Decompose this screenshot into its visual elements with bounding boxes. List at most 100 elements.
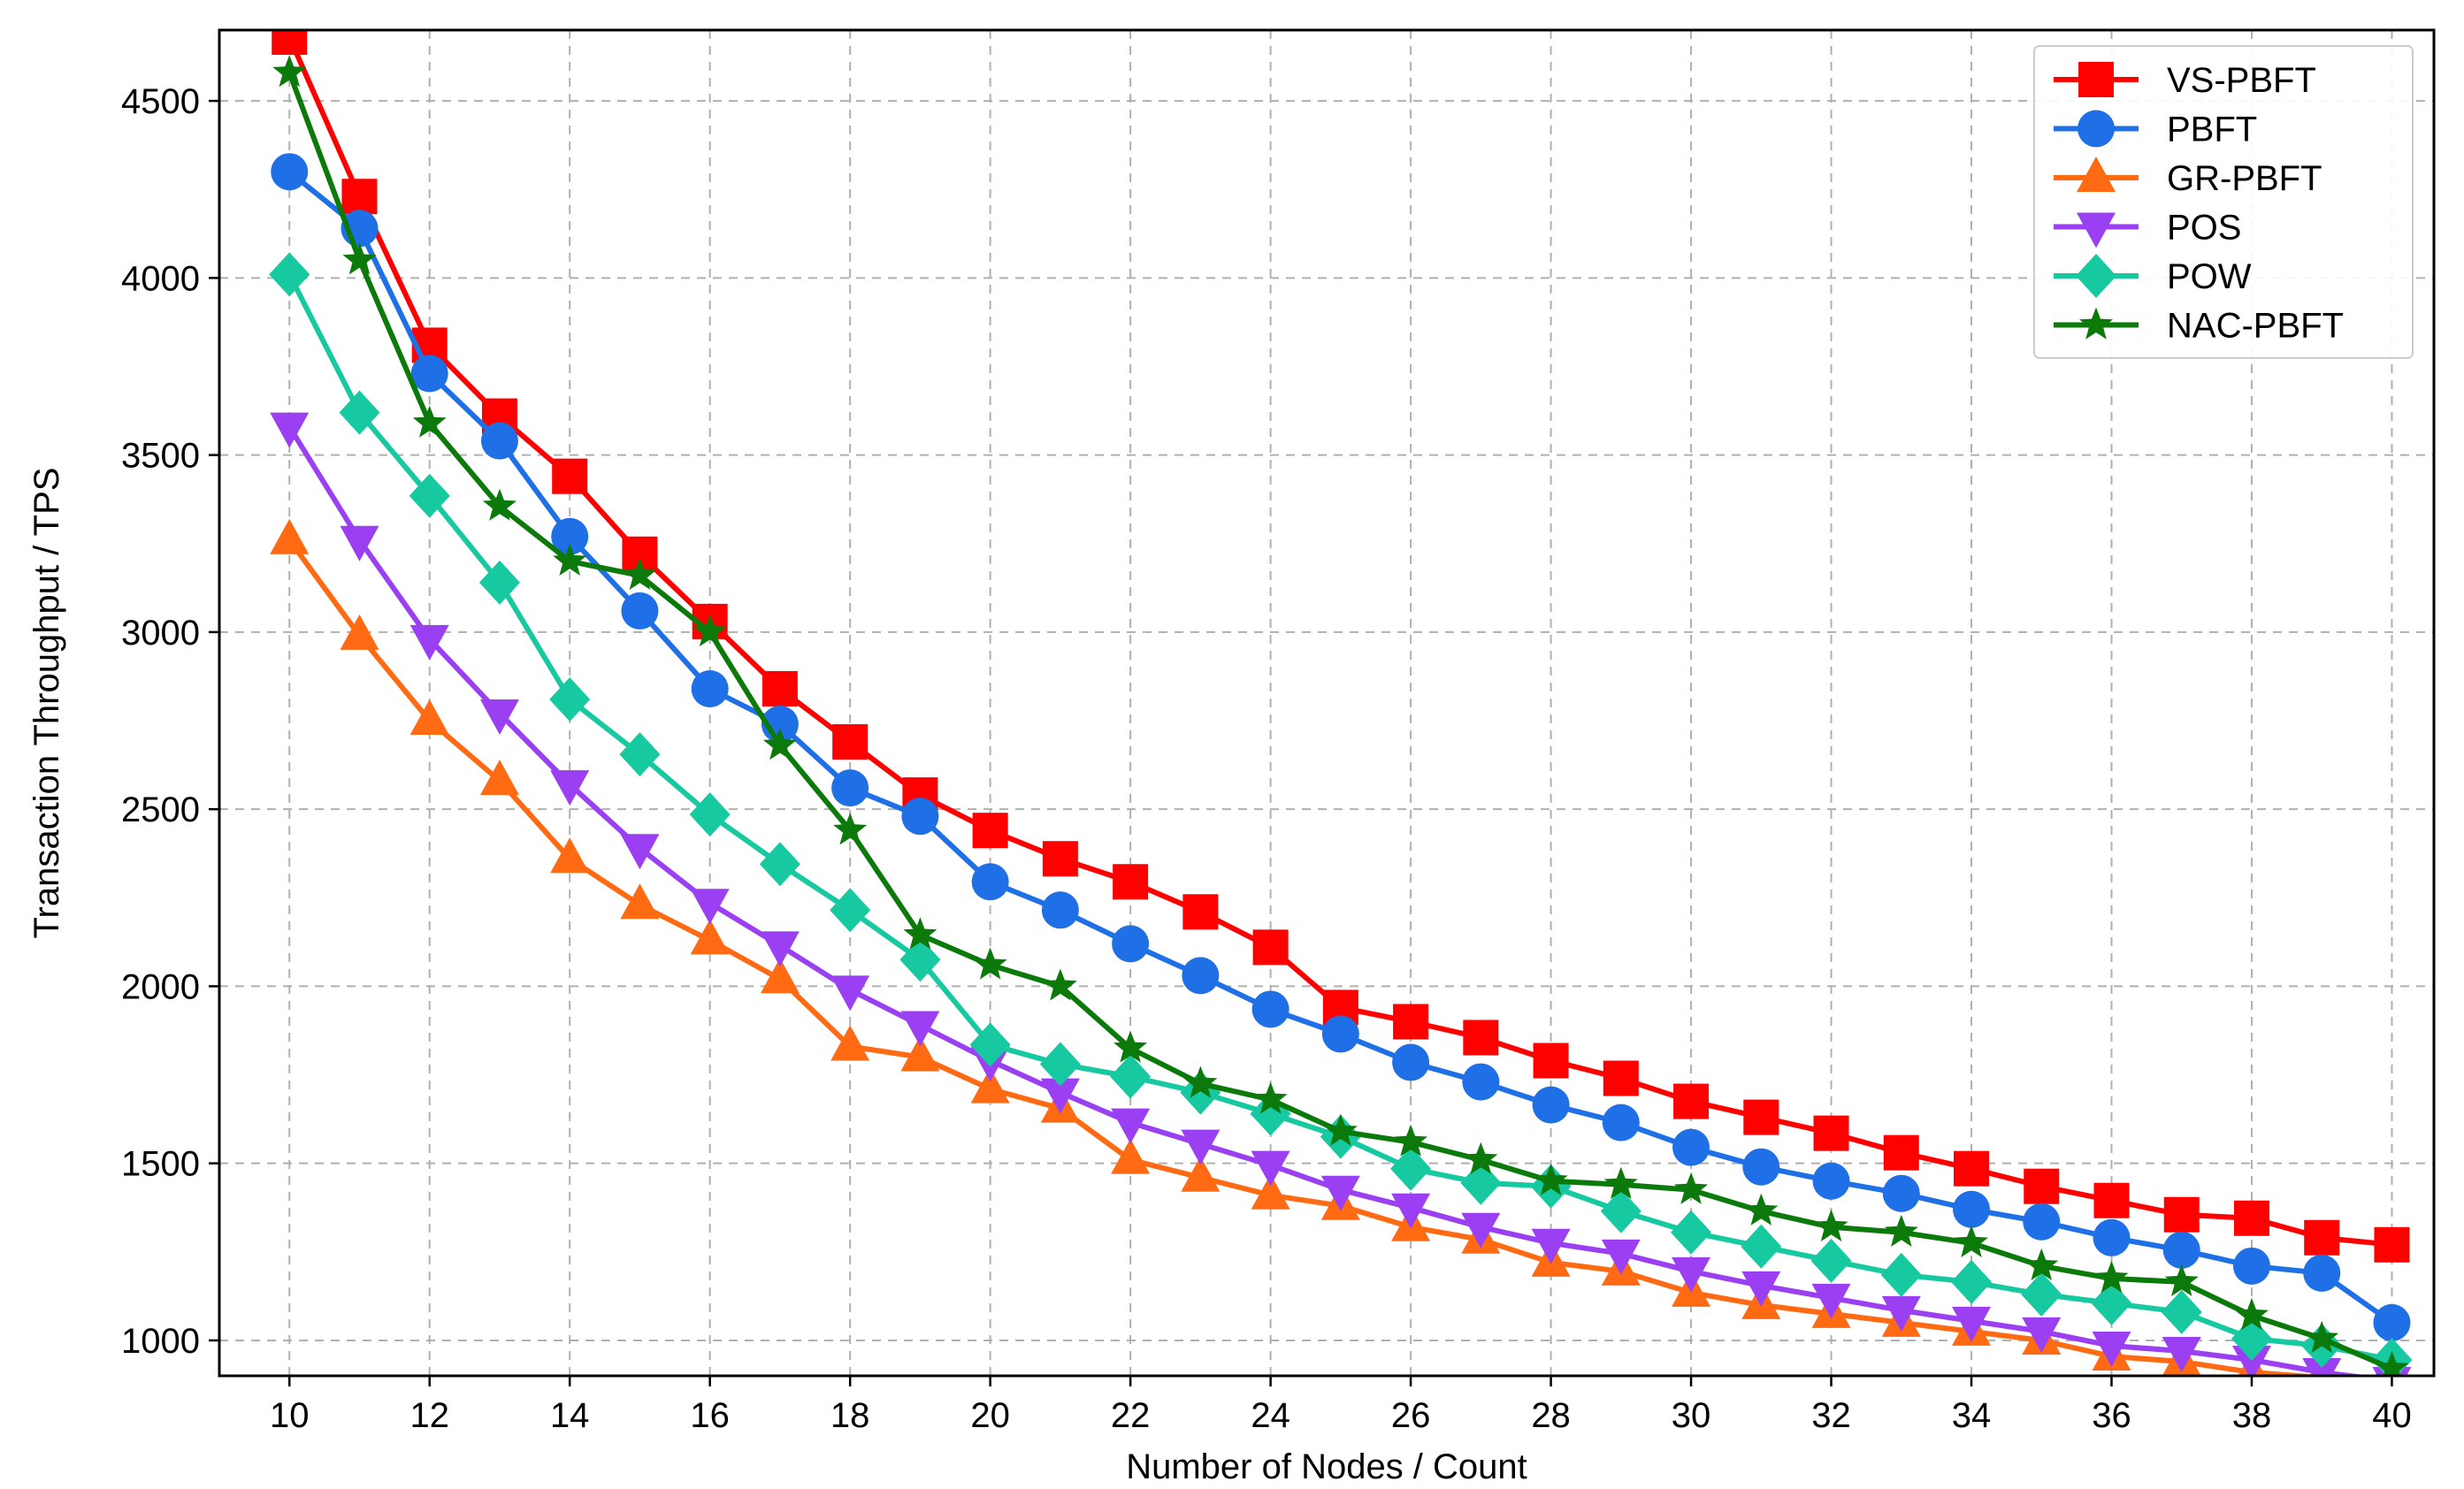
data-point-pbft: [1532, 1086, 1570, 1124]
data-point-vs-pbft: [761, 670, 798, 706]
data-point-gr-pbft: [270, 518, 310, 554]
data-point-nac-pbft: [1955, 1225, 1988, 1257]
legend-marker-pbft: [2078, 110, 2115, 148]
data-point-pos: [479, 699, 519, 736]
data-point-vs-pbft: [1673, 1083, 1710, 1119]
data-point-vs-pbft: [1603, 1060, 1639, 1096]
data-point-nac-pbft: [1534, 1163, 1568, 1195]
data-point-nac-pbft: [2305, 1320, 2339, 1354]
data-point-vs-pbft: [1182, 894, 1219, 930]
legend-label-vs-pbft: VS-PBFT: [2167, 61, 2316, 100]
data-point-vs-pbft: [2233, 1200, 2269, 1236]
data-point-pos: [830, 975, 870, 1012]
data-point-pbft: [1392, 1043, 1430, 1081]
data-point-pow: [969, 1022, 1011, 1067]
data-point-nac-pbft: [482, 488, 517, 521]
y-axis-label: Transaction Throughput / TPS: [27, 468, 66, 939]
data-point-pbft: [621, 592, 659, 630]
data-point-vs-pbft: [972, 813, 1008, 849]
y-tick-label: 4000: [121, 259, 200, 298]
data-point-pos: [1811, 1283, 1851, 1319]
legend-marker-nac-pbft: [2079, 307, 2113, 340]
data-point-nac-pbft: [2375, 1351, 2409, 1376]
data-point-nac-pbft: [762, 728, 797, 760]
data-point-pos: [409, 624, 449, 661]
data-point-pbft: [1251, 990, 1289, 1028]
data-point-pbft: [551, 517, 589, 555]
data-point-pbft: [691, 669, 729, 707]
data-point-pow: [1810, 1238, 1852, 1283]
data-point-pos: [1111, 1108, 1151, 1144]
data-point-pow: [269, 252, 310, 297]
data-point-pos: [620, 834, 660, 870]
data-point-pbft: [2303, 1254, 2341, 1292]
data-point-nac-pbft: [2164, 1264, 2199, 1296]
data-point-pow: [2021, 1271, 2062, 1317]
y-tick-label: 2500: [121, 790, 200, 829]
data-point-nac-pbft: [2094, 1260, 2129, 1293]
data-point-pos: [340, 525, 379, 561]
data-point-nac-pbft: [272, 55, 307, 88]
data-point-pbft: [971, 863, 1009, 901]
series-nac-pbft: [272, 55, 2409, 1376]
data-point-pos: [1741, 1271, 1781, 1307]
data-point-pow: [478, 560, 520, 605]
data-point-vs-pbft: [1113, 864, 1149, 900]
data-point-pow: [1460, 1160, 1502, 1205]
y-tick-label: 3500: [121, 437, 200, 476]
data-point-nac-pbft: [2024, 1248, 2059, 1280]
data-point-nac-pbft: [1394, 1124, 1428, 1157]
data-point-pos: [1531, 1228, 1571, 1264]
data-point-gr-pbft: [620, 883, 660, 920]
data-point-pbft: [1742, 1148, 1780, 1186]
data-point-vs-pbft: [272, 30, 308, 56]
legend-label-gr-pbft: GR-PBFT: [2167, 159, 2322, 198]
data-point-pbft: [1321, 1015, 1359, 1053]
data-point-gr-pbft: [1251, 1173, 1290, 1210]
data-point-vs-pbft: [1883, 1134, 1919, 1171]
data-point-pos: [1952, 1306, 1992, 1342]
data-point-pos: [760, 931, 800, 967]
data-point-pow: [1039, 1042, 1081, 1087]
data-point-pbft: [901, 798, 939, 836]
data-point-nac-pbft: [1183, 1065, 1218, 1098]
data-point-nac-pbft: [1043, 968, 1077, 1001]
data-point-pow: [339, 390, 380, 435]
gridlines: [219, 30, 2434, 1376]
series-gr-pbft: [270, 518, 2400, 1376]
x-tick-label: 22: [1111, 1396, 1151, 1435]
data-point-vs-pbft: [832, 724, 869, 760]
data-point-pow: [1600, 1188, 1641, 1233]
series-line-gr-pbft: [287, 538, 2334, 1376]
data-point-gr-pbft: [409, 699, 449, 736]
data-point-pbft: [1882, 1174, 1920, 1212]
data-point-vs-pbft: [1393, 1004, 1429, 1040]
plot-area-frame: [218, 28, 2436, 1378]
data-point-pbft: [2023, 1203, 2061, 1241]
x-tick-label: 30: [1672, 1396, 1711, 1435]
data-point-gr-pbft: [479, 760, 519, 796]
data-point-pow: [1110, 1054, 1152, 1099]
data-point-vs-pbft: [2304, 1219, 2340, 1256]
data-point-nac-pbft: [833, 813, 868, 845]
data-point-vs-pbft: [552, 458, 588, 494]
data-point-pbft: [1462, 1063, 1500, 1101]
data-point-vs-pbft: [1954, 1150, 1990, 1187]
data-point-pos: [2022, 1317, 2062, 1353]
data-point-pos: [900, 1011, 940, 1047]
data-point-nac-pbft: [1674, 1172, 1709, 1204]
series-pow: [269, 252, 2413, 1376]
data-point-gr-pbft: [830, 1025, 870, 1061]
data-point-pow: [1880, 1252, 1922, 1297]
data-point-nac-pbft: [342, 242, 377, 275]
legend: VS-PBFT PBFT GR-PBFT POS POW NAC-PBFT: [2033, 45, 2414, 359]
data-point-pos: [1601, 1239, 1641, 1275]
data-point-nac-pbft: [412, 405, 447, 438]
x-tick-label: 24: [1251, 1396, 1290, 1435]
data-point-pow: [1741, 1224, 1782, 1269]
data-point-gr-pbft: [1181, 1156, 1221, 1192]
x-tick-label: 26: [1391, 1396, 1431, 1435]
y-tick-label: 2000: [121, 967, 200, 1006]
legend-label-pbft: PBFT: [2167, 111, 2257, 149]
x-tick-label: 34: [1952, 1396, 1992, 1435]
